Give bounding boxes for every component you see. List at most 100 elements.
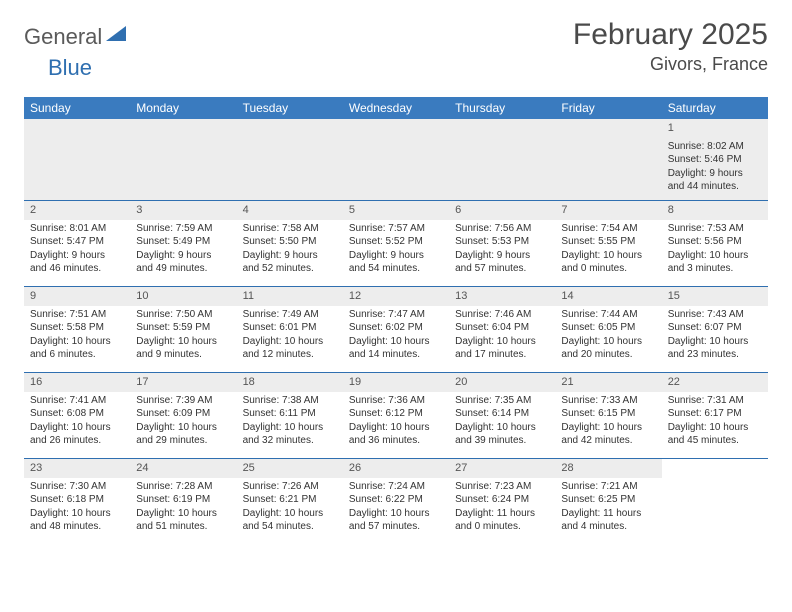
day-info: Sunrise: 7:47 AMSunset: 6:02 PMDaylight:…	[349, 308, 443, 362]
calendar-day-cell: 28Sunrise: 7:21 AMSunset: 6:25 PMDayligh…	[555, 458, 661, 544]
weekday-header: Tuesday	[237, 97, 343, 119]
calendar-week-row: 16Sunrise: 7:41 AMSunset: 6:08 PMDayligh…	[24, 372, 768, 458]
empty-day-number	[24, 119, 130, 138]
day-info: Sunrise: 7:21 AMSunset: 6:25 PMDaylight:…	[561, 480, 655, 534]
calendar-week-row: 23Sunrise: 7:30 AMSunset: 6:18 PMDayligh…	[24, 458, 768, 544]
day-info: Sunrise: 7:51 AMSunset: 5:58 PMDaylight:…	[30, 308, 124, 362]
daylight-text: Daylight: 10 hours and 51 minutes.	[136, 507, 230, 534]
sunset-text: Sunset: 6:18 PM	[30, 493, 124, 507]
sunset-text: Sunset: 6:19 PM	[136, 493, 230, 507]
calendar-week-row: 2Sunrise: 8:01 AMSunset: 5:47 PMDaylight…	[24, 200, 768, 286]
sunset-text: Sunset: 6:14 PM	[455, 407, 549, 421]
weekday-header: Monday	[130, 97, 236, 119]
calendar-day-cell: 14Sunrise: 7:44 AMSunset: 6:05 PMDayligh…	[555, 286, 661, 372]
day-info: Sunrise: 7:36 AMSunset: 6:12 PMDaylight:…	[349, 394, 443, 448]
sunrise-text: Sunrise: 7:21 AM	[561, 480, 655, 494]
sunset-text: Sunset: 6:12 PM	[349, 407, 443, 421]
sunrise-text: Sunrise: 7:38 AM	[243, 394, 337, 408]
weekday-header: Thursday	[449, 97, 555, 119]
sunset-text: Sunset: 6:04 PM	[455, 321, 549, 335]
empty-day-number	[555, 119, 661, 138]
day-number: 7	[555, 201, 661, 220]
daylight-text: Daylight: 10 hours and 14 minutes.	[349, 335, 443, 362]
day-number: 12	[343, 287, 449, 306]
sunset-text: Sunset: 5:58 PM	[30, 321, 124, 335]
sunrise-text: Sunrise: 8:01 AM	[30, 222, 124, 236]
calendar-week-row: 9 Sunrise: 7:51 AMSunset: 5:58 PMDaylight…	[24, 286, 768, 372]
calendar-day-cell: 12 Sunrise: 7:47 AMSunset: 6:02 PMDayligh…	[343, 286, 449, 372]
day-info: Sunrise: 7:53 AMSunset: 5:56 PMDaylight:…	[668, 222, 762, 276]
day-number: 2	[24, 201, 130, 220]
calendar-day-cell: 8Sunrise: 7:53 AMSunset: 5:56 PMDaylight…	[662, 200, 768, 286]
daylight-text: Daylight: 10 hours and 26 minutes.	[30, 421, 124, 448]
calendar-day-cell: 5Sunrise: 7:57 AMSunset: 5:52 PMDaylight…	[343, 200, 449, 286]
calendar-day-cell: 18Sunrise: 7:38 AMSunset: 6:11 PMDayligh…	[237, 372, 343, 458]
calendar-day-cell: 22Sunrise: 7:31 AMSunset: 6:17 PMDayligh…	[662, 372, 768, 458]
daylight-text: Daylight: 10 hours and 23 minutes.	[668, 335, 762, 362]
calendar-day-cell: 2Sunrise: 8:01 AMSunset: 5:47 PMDaylight…	[24, 200, 130, 286]
daylight-text: Daylight: 11 hours and 4 minutes.	[561, 507, 655, 534]
weekday-header: Friday	[555, 97, 661, 119]
calendar-day-cell: 4Sunrise: 7:58 AMSunset: 5:50 PMDaylight…	[237, 200, 343, 286]
sunset-text: Sunset: 6:02 PM	[349, 321, 443, 335]
daylight-text: Daylight: 9 hours and 57 minutes.	[455, 249, 549, 276]
day-info: Sunrise: 7:39 AMSunset: 6:09 PMDaylight:…	[136, 394, 230, 448]
daylight-text: Daylight: 10 hours and 42 minutes.	[561, 421, 655, 448]
weekday-header: Saturday	[662, 97, 768, 119]
daylight-text: Daylight: 10 hours and 57 minutes.	[349, 507, 443, 534]
day-number: 27	[449, 459, 555, 478]
sunrise-text: Sunrise: 7:49 AM	[243, 308, 337, 322]
day-number: 18	[237, 373, 343, 392]
sunrise-text: Sunrise: 7:31 AM	[668, 394, 762, 408]
brand-triangle-icon	[106, 26, 126, 49]
calendar-day-cell	[662, 458, 768, 544]
sunrise-text: Sunrise: 7:35 AM	[455, 394, 549, 408]
daylight-text: Daylight: 10 hours and 6 minutes.	[30, 335, 124, 362]
sunset-text: Sunset: 6:17 PM	[668, 407, 762, 421]
sunrise-text: Sunrise: 7:30 AM	[30, 480, 124, 494]
day-number: 26	[343, 459, 449, 478]
day-info: Sunrise: 7:50 AMSunset: 5:59 PMDaylight:…	[136, 308, 230, 362]
empty-day-number	[343, 119, 449, 138]
daylight-text: Daylight: 10 hours and 17 minutes.	[455, 335, 549, 362]
day-info: Sunrise: 7:28 AMSunset: 6:19 PMDaylight:…	[136, 480, 230, 534]
day-number: 21	[555, 373, 661, 392]
sunset-text: Sunset: 5:55 PM	[561, 235, 655, 249]
daylight-text: Daylight: 10 hours and 36 minutes.	[349, 421, 443, 448]
empty-day-number	[130, 119, 236, 138]
calendar-day-cell	[24, 119, 130, 200]
sunset-text: Sunset: 5:56 PM	[668, 235, 762, 249]
calendar-day-cell: 13Sunrise: 7:46 AMSunset: 6:04 PMDayligh…	[449, 286, 555, 372]
sunset-text: Sunset: 6:05 PM	[561, 321, 655, 335]
calendar-day-cell: 27 Sunrise: 7:23 AMSunset: 6:24 PMDayligh…	[449, 458, 555, 544]
daylight-text: Daylight: 10 hours and 48 minutes.	[30, 507, 124, 534]
calendar-day-cell: 19 Sunrise: 7:36 AMSunset: 6:12 PMDayligh…	[343, 372, 449, 458]
sunset-text: Sunset: 6:08 PM	[30, 407, 124, 421]
day-info: Sunrise: 8:02 AMSunset: 5:46 PMDaylight:…	[668, 140, 762, 194]
day-info: Sunrise: 7:33 AMSunset: 6:15 PMDaylight:…	[561, 394, 655, 448]
brand-part2: Blue	[48, 55, 92, 80]
sunrise-text: Sunrise: 7:26 AM	[243, 480, 337, 494]
day-number: 25	[237, 459, 343, 478]
day-number: 9	[24, 287, 130, 306]
weekday-header: Sunday	[24, 97, 130, 119]
calendar-day-cell: 15Sunrise: 7:43 AMSunset: 6:07 PMDayligh…	[662, 286, 768, 372]
day-info: Sunrise: 7:43 AMSunset: 6:07 PMDaylight:…	[668, 308, 762, 362]
sunset-text: Sunset: 6:07 PM	[668, 321, 762, 335]
day-info: Sunrise: 7:23 AMSunset: 6:24 PMDaylight:…	[455, 480, 549, 534]
calendar-day-cell: 1Sunrise: 8:02 AMSunset: 5:46 PMDaylight…	[662, 119, 768, 200]
calendar-day-cell	[237, 119, 343, 200]
day-number: 17	[130, 373, 236, 392]
day-info: Sunrise: 7:30 AMSunset: 6:18 PMDaylight:…	[30, 480, 124, 534]
day-number: 22	[662, 373, 768, 392]
day-number: 19	[343, 373, 449, 392]
sunrise-text: Sunrise: 7:41 AM	[30, 394, 124, 408]
day-info: Sunrise: 7:49 AMSunset: 6:01 PMDaylight:…	[243, 308, 337, 362]
sunrise-text: Sunrise: 7:24 AM	[349, 480, 443, 494]
day-info: Sunrise: 7:56 AMSunset: 5:53 PMDaylight:…	[455, 222, 549, 276]
calendar-day-cell: 16Sunrise: 7:41 AMSunset: 6:08 PMDayligh…	[24, 372, 130, 458]
daylight-text: Daylight: 10 hours and 0 minutes.	[561, 249, 655, 276]
daylight-text: Daylight: 10 hours and 9 minutes.	[136, 335, 230, 362]
sunrise-text: Sunrise: 7:28 AM	[136, 480, 230, 494]
daylight-text: Daylight: 9 hours and 52 minutes.	[243, 249, 337, 276]
